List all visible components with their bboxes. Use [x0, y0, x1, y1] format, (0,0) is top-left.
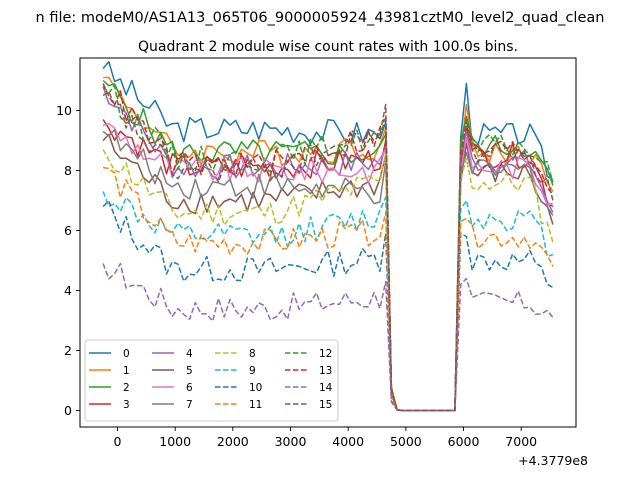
- x-offset-label: +4.3779e8: [518, 453, 588, 468]
- x-tick-label: 4000: [332, 434, 364, 449]
- legend-label-11: 11: [249, 399, 262, 411]
- x-tick-label: 5000: [390, 434, 422, 449]
- x-tick-label: 2000: [217, 434, 249, 449]
- legend-label-13: 13: [319, 365, 332, 377]
- x-tick-label: 6000: [448, 434, 480, 449]
- series-line-8: [102, 149, 554, 412]
- y-tick-label: 6: [64, 223, 72, 238]
- series-line-15: [102, 90, 554, 412]
- legend-label-9: 9: [249, 365, 256, 377]
- legend-label-10: 10: [249, 382, 262, 394]
- legend-label-15: 15: [319, 399, 332, 411]
- y-tick-label: 2: [64, 343, 72, 358]
- legend-label-14: 14: [319, 382, 333, 394]
- legend-label-0: 0: [123, 348, 130, 360]
- series-line-10: [102, 200, 554, 412]
- legend-label-2: 2: [123, 382, 130, 394]
- x-tick-label: 7000: [505, 434, 537, 449]
- series-line-2: [102, 79, 554, 412]
- legend-label-12: 12: [319, 348, 332, 360]
- legend-label-8: 8: [249, 348, 256, 360]
- y-tick-label: 4: [64, 283, 72, 298]
- series-line-1: [103, 76, 554, 412]
- x-tick-label: 1000: [159, 434, 191, 449]
- series-line-13: [102, 83, 554, 412]
- y-tick-label: 8: [64, 163, 72, 178]
- series-line-11: [102, 166, 554, 412]
- y-tick-label: 10: [56, 103, 72, 118]
- legend-label-6: 6: [186, 382, 193, 394]
- series-line-5: [102, 133, 554, 412]
- series-layer: [102, 60, 554, 412]
- legend-label-5: 5: [186, 365, 193, 377]
- legend-label-4: 4: [186, 348, 193, 360]
- figure-suptitle: n file: modeM0/AS1A13_065T06_9000005924_…: [36, 10, 605, 26]
- legend-label-1: 1: [123, 365, 130, 377]
- series-line-9: [102, 191, 554, 412]
- series-line-7: [102, 129, 554, 412]
- axes-frame: [79, 57, 577, 428]
- legend-frame: [84, 339, 339, 422]
- x-tick-label: 0: [114, 434, 122, 449]
- x-tick-label: 3000: [275, 434, 307, 449]
- legend-label-7: 7: [186, 399, 193, 411]
- y-tick-label: 0: [64, 403, 72, 418]
- y-axis: 0 2 4 6 8 10: [56, 103, 80, 418]
- legend-label-3: 3: [123, 399, 130, 411]
- chart-title: Quadrant 2 module wise count rates with …: [138, 39, 518, 55]
- series-line-14: [102, 262, 554, 412]
- x-axis: 0 1000 2000 3000 4000 5000 6000 7000: [114, 427, 537, 449]
